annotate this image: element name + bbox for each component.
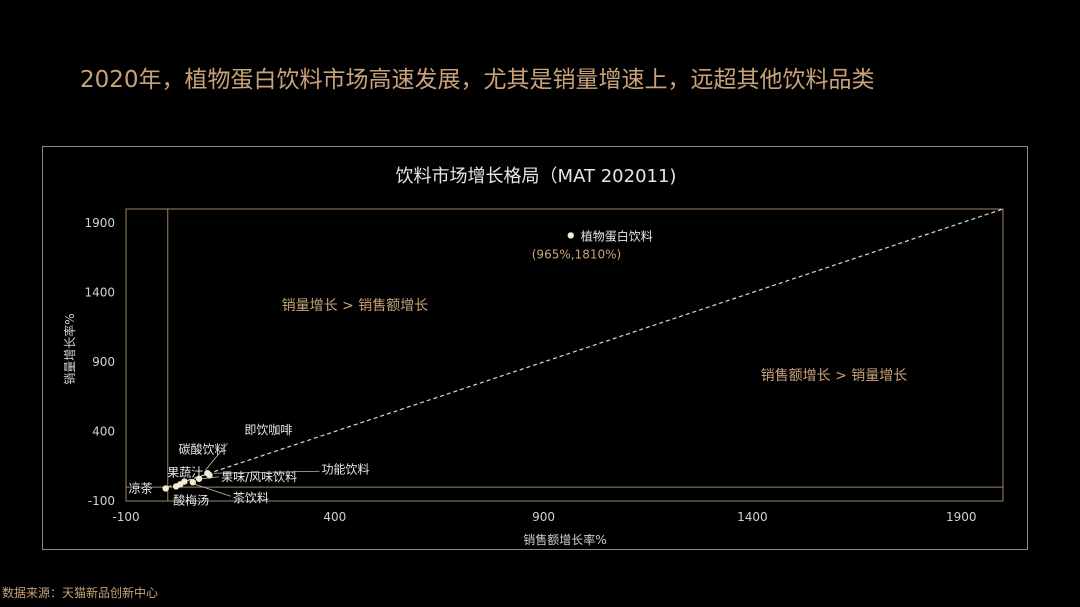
x-tick-label: -100 <box>112 510 139 524</box>
data-point-label: 即饮咖啡 <box>244 422 292 437</box>
x-tick-label: 1400 <box>737 510 768 524</box>
data-point-label: 酸梅汤 <box>173 492 209 507</box>
data-point <box>172 483 180 490</box>
x-tick-label: 400 <box>323 510 346 524</box>
scatter-chart: 饮料市场增长格局（MAT 202011) 销售额增长率% 销量增长率% 销量增长… <box>62 166 1004 547</box>
chart-title: 饮料市场增长格局（MAT 202011) <box>396 166 677 187</box>
data-point-label: 碳酸饮料 <box>178 442 226 457</box>
data-point-label: 凉茶 <box>129 480 153 495</box>
data-point <box>206 472 213 479</box>
plot-area: -100 400 900 1400 1900 -100 400 900 1400 1900 植物蛋白… <box>84 208 1004 524</box>
y-axis-label: 销量增长率% <box>62 313 77 384</box>
quadrant-label-upper: 销量增长 > 销售额增长 <box>282 298 429 314</box>
data-source-note: 数据来源：天猫新品创新中心 <box>2 586 159 600</box>
x-axis-label: 销售额增长率% <box>523 532 606 547</box>
point-leader-line <box>213 470 320 474</box>
data-point-label: 植物蛋白饮料 <box>581 228 653 243</box>
x-tick-label: 900 <box>532 510 555 524</box>
y-tick-label: 1400 <box>84 285 115 299</box>
x-tick-label: 1900 <box>946 510 977 524</box>
data-point-label: 茶饮料 <box>233 490 269 505</box>
chart-panel: 饮料市场增长格局（MAT 202011) 销售额增长率% 销量增长率% 销量增长… <box>42 146 1028 550</box>
y-tick-label: 900 <box>92 355 115 369</box>
quadrant-label-lower: 销售额增长 > 销量增长 <box>761 368 908 384</box>
data-point <box>195 475 203 482</box>
data-point <box>189 479 197 486</box>
point-leader-line <box>194 483 231 497</box>
data-point <box>162 485 169 492</box>
data-point-label: 功能饮料 <box>322 462 370 476</box>
data-point <box>567 232 574 239</box>
page-headline: 2020年，植物蛋白饮料市场高速发展，尤其是销量增速上，远超其他饮料品类 <box>80 67 875 93</box>
y-tick-label: 1900 <box>84 216 115 230</box>
y-tick-label: -100 <box>88 494 115 508</box>
y-tick-label: 400 <box>92 424 115 438</box>
data-point-label: 果味/风味饮料 <box>221 470 297 484</box>
data-point-value-label: (965%,1810%) <box>532 247 621 261</box>
point-leader-line <box>205 442 228 471</box>
plot-border <box>125 208 1004 502</box>
data-point-label: 果蔬汁 <box>167 465 203 479</box>
